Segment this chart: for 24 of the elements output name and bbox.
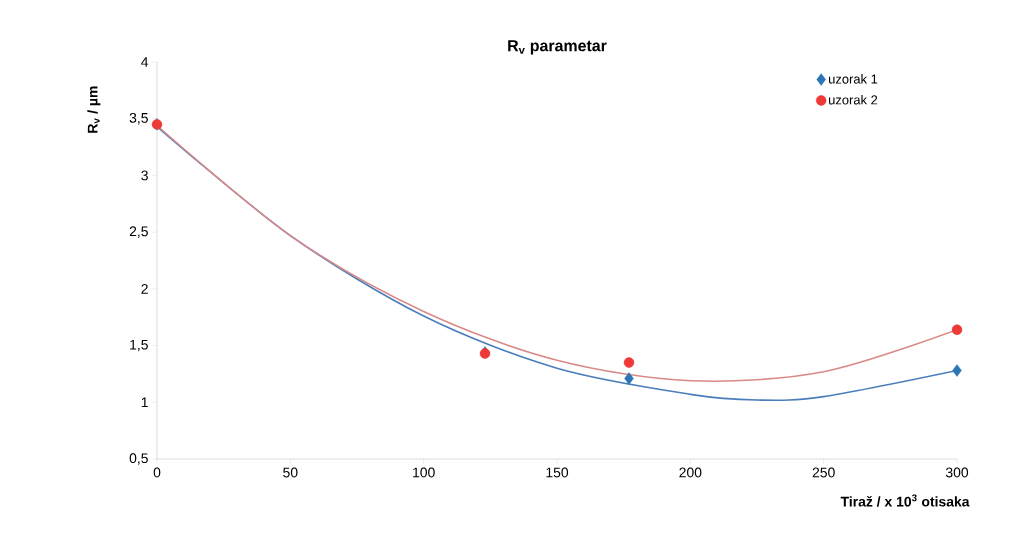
y-tick-label: 3	[141, 170, 148, 181]
x-tick-label: 200	[679, 467, 702, 478]
x-axis-title: Tiraž / x 10$^{3}$ otisaka	[840, 494, 970, 507]
y-tick-label: 0,5	[129, 453, 148, 465]
y-tick-label: 1	[141, 397, 148, 408]
legend-label: uzorak 2	[829, 94, 878, 105]
point	[952, 364, 962, 377]
legend-label: uzorak 1	[829, 74, 878, 84]
y-tick-label: 4	[141, 57, 149, 67]
point	[951, 324, 963, 335]
x-tick-label: 0	[153, 467, 161, 478]
x-tick-label: 250	[812, 467, 835, 478]
y-tick-label: 2	[141, 283, 148, 294]
x-tick-label: 150	[546, 467, 569, 478]
x-tick-label: 100	[413, 467, 435, 478]
point	[624, 372, 634, 385]
x-tick-label: 300	[945, 467, 969, 478]
y-axis-title: R$_{v}$ / µm	[87, 86, 101, 133]
y-tick-label: 3,5	[129, 112, 148, 125]
x-tick-label: 50	[283, 467, 298, 478]
y-tick-label: 1,5	[130, 339, 148, 352]
chart-title: R$_{v}$ parametar	[508, 40, 607, 55]
y-tick-label: 2,5	[129, 226, 148, 238]
point	[623, 357, 635, 368]
